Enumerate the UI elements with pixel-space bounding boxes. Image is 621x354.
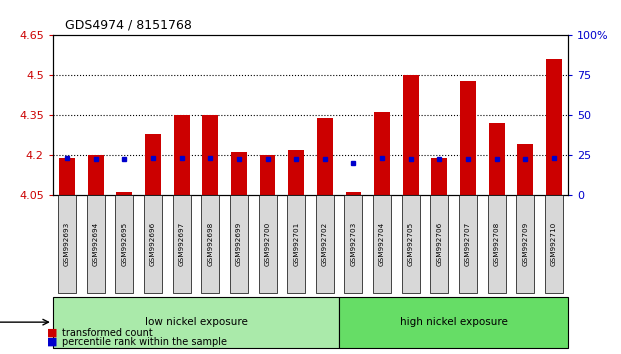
- Bar: [345, 192, 361, 195]
- Bar: [117, 192, 132, 195]
- Text: GSM992697: GSM992697: [179, 222, 184, 266]
- Text: high nickel exposure: high nickel exposure: [400, 317, 507, 327]
- Bar: [230, 195, 248, 293]
- Bar: [430, 195, 448, 293]
- Text: GSM992695: GSM992695: [121, 222, 127, 266]
- Text: GSM992704: GSM992704: [379, 222, 385, 266]
- Bar: [317, 118, 333, 195]
- Text: GSM992710: GSM992710: [551, 222, 557, 266]
- Bar: [201, 195, 219, 293]
- Text: percentile rank within the sample: percentile rank within the sample: [62, 337, 227, 347]
- Text: GSM992693: GSM992693: [64, 222, 70, 266]
- Text: GSM992696: GSM992696: [150, 222, 156, 266]
- Text: GSM992706: GSM992706: [437, 222, 442, 266]
- Bar: [174, 115, 189, 195]
- Bar: [373, 195, 391, 293]
- Bar: [145, 134, 161, 195]
- Bar: [88, 155, 104, 195]
- Bar: [345, 195, 363, 293]
- Bar: [59, 158, 75, 195]
- Bar: [288, 150, 304, 195]
- Bar: [487, 195, 505, 293]
- Bar: [489, 123, 504, 195]
- Bar: [202, 115, 218, 195]
- Text: transformed count: transformed count: [62, 328, 153, 338]
- Bar: [258, 195, 276, 293]
- Bar: [374, 113, 390, 195]
- Bar: [516, 195, 534, 293]
- Bar: [460, 81, 476, 195]
- Bar: [287, 195, 305, 293]
- Bar: [402, 195, 420, 293]
- Text: GSM992698: GSM992698: [207, 222, 213, 266]
- Bar: [459, 195, 477, 293]
- Text: GSM992707: GSM992707: [465, 222, 471, 266]
- Text: low nickel exposure: low nickel exposure: [145, 317, 247, 327]
- Bar: [231, 152, 247, 195]
- Bar: [403, 75, 419, 195]
- Text: GSM992708: GSM992708: [494, 222, 500, 266]
- Bar: [116, 195, 134, 293]
- Bar: [58, 195, 76, 293]
- Bar: [87, 195, 105, 293]
- Text: GSM992699: GSM992699: [236, 222, 242, 266]
- Bar: [53, 297, 339, 348]
- Text: GSM992702: GSM992702: [322, 222, 328, 266]
- Text: GSM992703: GSM992703: [350, 222, 356, 266]
- Bar: [173, 195, 191, 293]
- Bar: [517, 144, 533, 195]
- Text: GSM992701: GSM992701: [293, 222, 299, 266]
- Bar: [546, 59, 562, 195]
- Bar: [339, 297, 568, 348]
- Text: GDS4974 / 8151768: GDS4974 / 8151768: [65, 19, 192, 32]
- Bar: [432, 158, 447, 195]
- Text: ■: ■: [47, 328, 57, 338]
- Text: ■: ■: [47, 337, 57, 347]
- Bar: [144, 195, 162, 293]
- Bar: [316, 195, 334, 293]
- Text: GSM992700: GSM992700: [265, 222, 271, 266]
- Text: GSM992694: GSM992694: [93, 222, 99, 266]
- Text: GSM992709: GSM992709: [522, 222, 528, 266]
- Text: GSM992705: GSM992705: [408, 222, 414, 266]
- Bar: [260, 155, 276, 195]
- Bar: [545, 195, 563, 293]
